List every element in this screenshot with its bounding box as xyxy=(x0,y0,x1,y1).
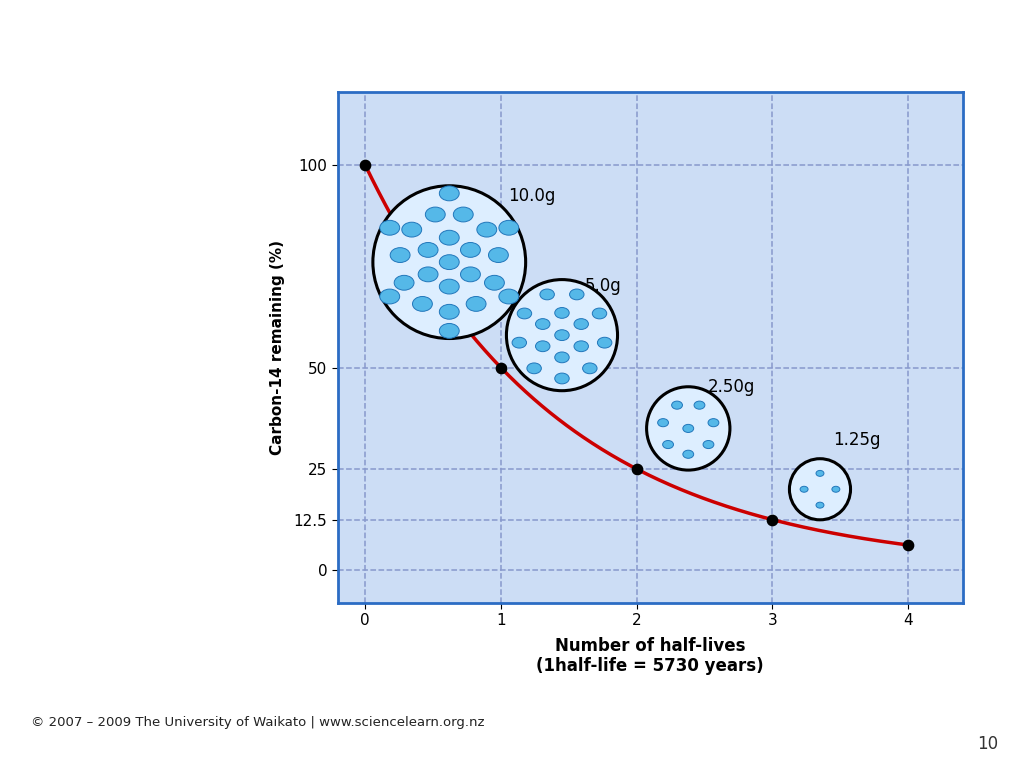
Text: 2.50g: 2.50g xyxy=(708,378,755,396)
Text: Decay of Carbon-14: Decay of Carbon-14 xyxy=(536,109,765,129)
Point xyxy=(629,463,645,475)
Point xyxy=(357,158,374,171)
Text: 10: 10 xyxy=(977,734,998,753)
Point xyxy=(900,539,916,551)
Text: 1.25g: 1.25g xyxy=(834,431,881,449)
Text: © 2007 – 2009 The University of Waikato | www.sciencelearn.org.nz: © 2007 – 2009 The University of Waikato … xyxy=(31,717,484,729)
Text: 5.0g: 5.0g xyxy=(585,277,622,295)
Text: 10.0g: 10.0g xyxy=(508,187,555,205)
Point xyxy=(764,513,780,526)
Point xyxy=(493,362,509,374)
X-axis label: Number of half-lives
(1half-life = 5730 years): Number of half-lives (1half-life = 5730 … xyxy=(537,636,764,675)
Y-axis label: Carbon-14 remaining (%): Carbon-14 remaining (%) xyxy=(270,239,286,455)
